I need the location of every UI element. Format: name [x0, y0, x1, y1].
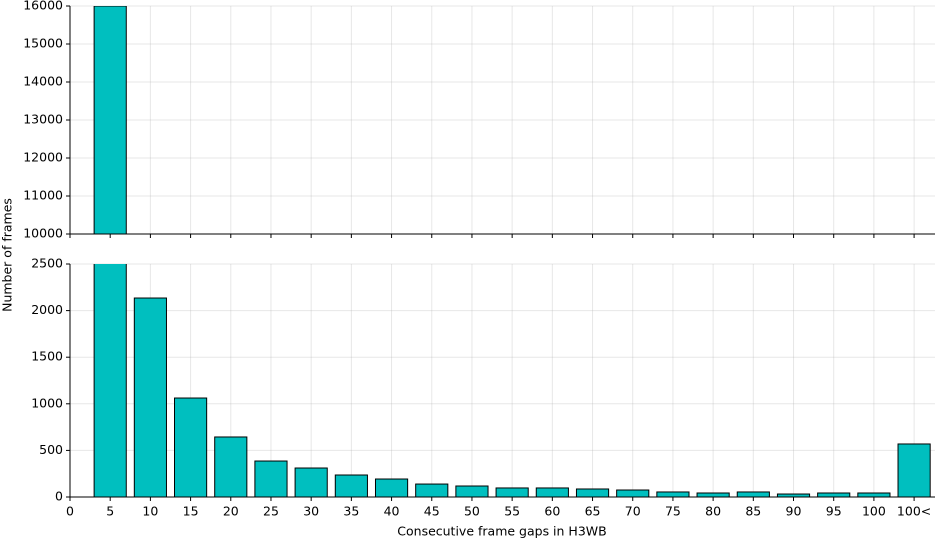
y-tick-label: 12000 — [23, 150, 63, 165]
y-tick-label: 10000 — [23, 226, 63, 241]
bar — [616, 489, 650, 497]
bar — [374, 478, 409, 497]
bar — [696, 492, 730, 497]
y-tick-label: 14000 — [23, 74, 63, 89]
x-tick-label: 95 — [826, 504, 842, 519]
x-tick-label: 35 — [343, 504, 359, 519]
x-tick-label: 80 — [705, 504, 721, 519]
x-tick-label: 0 — [66, 504, 74, 519]
bar — [93, 6, 127, 234]
y-tick-label: 15000 — [23, 36, 63, 51]
bar — [133, 297, 167, 497]
x-tick-label: 85 — [745, 504, 761, 519]
x-tick-label: 100< — [897, 504, 931, 519]
bars — [93, 264, 931, 497]
x-tick-label: 100 — [862, 504, 886, 519]
y-tick-label: 13000 — [23, 112, 63, 127]
y-tick-label: 2500 — [31, 256, 63, 271]
bar — [857, 492, 891, 497]
x-tick-label: 45 — [424, 504, 440, 519]
bar — [174, 397, 208, 497]
bar — [415, 483, 449, 497]
y-tick-label: 11000 — [23, 188, 63, 203]
y-tick-label: 16000 — [23, 0, 63, 13]
x-tick-label: 5 — [106, 504, 114, 519]
y-tick-label: 0 — [55, 489, 63, 504]
y-tick-label: 500 — [39, 442, 63, 457]
x-tick-label: 55 — [504, 504, 520, 519]
bar — [817, 492, 851, 497]
bar — [575, 488, 610, 497]
x-tick-label: 70 — [625, 504, 641, 519]
x-tick-label: 60 — [544, 504, 560, 519]
x-tick-label: 10 — [142, 504, 158, 519]
x-tick-label: 65 — [585, 504, 601, 519]
y-axis-label: Number of frames — [0, 198, 15, 312]
bar — [93, 264, 127, 497]
bar — [495, 487, 529, 497]
x-tick-label: 50 — [464, 504, 480, 519]
x-tick-label: 30 — [303, 504, 319, 519]
x-tick-label: 15 — [183, 504, 199, 519]
bar — [736, 491, 770, 497]
bar — [455, 485, 489, 497]
bar — [294, 467, 328, 497]
y-tick-label: 2000 — [31, 302, 63, 317]
bars — [93, 6, 931, 234]
bar — [334, 474, 368, 497]
bar — [535, 487, 569, 497]
bar — [776, 493, 811, 497]
y-tick-label: 1000 — [31, 395, 63, 410]
bar — [897, 443, 931, 497]
bar — [214, 436, 248, 497]
x-tick-label: 90 — [786, 504, 802, 519]
x-tick-label: 75 — [665, 504, 681, 519]
x-tick-label: 40 — [384, 504, 400, 519]
y-tick-label: 1500 — [31, 349, 63, 364]
x-tick-label: 25 — [263, 504, 279, 519]
bar — [656, 491, 690, 497]
x-axis-label: Consecutive frame gaps in H3WB — [397, 524, 606, 539]
x-tick-label: 20 — [223, 504, 239, 519]
bar — [254, 460, 288, 497]
